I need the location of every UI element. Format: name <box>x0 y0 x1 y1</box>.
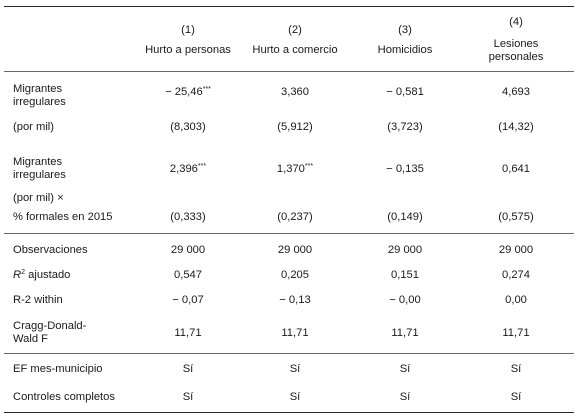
interaccion-coef-4: 0,641 <box>502 163 530 175</box>
interaccion-se-4: (0,575) <box>498 211 534 223</box>
migrantes-se-4: (14,32) <box>498 121 534 133</box>
cragg-3: 11,71 <box>391 327 419 339</box>
migrantes-label-line3: (por mil) <box>13 121 55 133</box>
r2-1: 0,547 <box>174 269 202 281</box>
header-rule <box>4 71 574 72</box>
col4-label-line1: Lesiones <box>493 38 539 50</box>
interaccion-coef-2: 1,370*** <box>276 163 314 175</box>
ef-4: Sí <box>510 363 522 375</box>
cragg-2: 11,71 <box>281 327 309 339</box>
migrantes-label-line1: Migrantes <box>13 83 63 95</box>
migrantes-se-2: (5,912) <box>277 121 313 133</box>
interaccion-se-1: (0,333) <box>170 211 206 223</box>
observaciones-2: 29 000 <box>277 244 313 256</box>
migrantes-se-3: (3,723) <box>387 121 423 133</box>
col1-number: (1) <box>181 24 195 36</box>
ef-3: Sí <box>399 363 411 375</box>
col3-label: Homicidios <box>377 44 433 56</box>
interaccion-se-2: (0,237) <box>277 211 313 223</box>
r2within-4: 0,00 <box>505 294 527 306</box>
col4-label-line2: personales <box>488 51 544 63</box>
controles-2: Sí <box>289 391 301 403</box>
migrantes-se-1: (8,303) <box>170 121 206 133</box>
observaciones-label: Observaciones <box>13 244 88 256</box>
stats-rule <box>4 233 574 234</box>
r2within-3: − 0,00 <box>389 294 421 306</box>
top-rule <box>4 6 574 7</box>
interaccion-label-line4: % formales en 2015 <box>13 211 113 223</box>
cragg-label-line1: Cragg-Donald- <box>13 320 87 332</box>
col1-label: Hurto a personas <box>145 44 231 56</box>
migrantes-label-line2: irregulares <box>13 96 66 108</box>
col3-number: (3) <box>398 24 412 36</box>
interaccion-label-line3: (por mil) × <box>13 192 64 204</box>
r2within-label: R-2 within <box>13 294 63 306</box>
r2-3: 0,151 <box>391 269 419 281</box>
migrantes-coef-1: − 25,46*** <box>165 86 211 98</box>
controles-3: Sí <box>399 391 411 403</box>
ef-2: Sí <box>289 363 301 375</box>
r2-4: 0,274 <box>502 269 530 281</box>
r2within-2: − 0,13 <box>279 294 311 306</box>
controles-label: Controles completos <box>13 391 115 403</box>
interaccion-coef-3: − 0,135 <box>386 163 424 175</box>
bottom-rule <box>4 412 574 413</box>
col4-number: (4) <box>509 16 523 28</box>
r2-label: R2 ajustado <box>13 269 71 281</box>
interaccion-se-3: (0,149) <box>387 211 423 223</box>
ef-1: Sí <box>182 363 194 375</box>
interaccion-label-line1: Migrantes <box>13 156 63 168</box>
fe-rule <box>4 353 574 354</box>
r2within-1: − 0,07 <box>172 294 204 306</box>
interaccion-coef-1: 2,396*** <box>169 163 207 175</box>
observaciones-1: 29 000 <box>170 244 206 256</box>
ef-label: EF mes-municipio <box>13 363 103 375</box>
observaciones-4: 29 000 <box>498 244 534 256</box>
r2-2: 0,205 <box>281 269 309 281</box>
col2-label: Hurto a comercio <box>252 44 338 56</box>
observaciones-3: 29 000 <box>387 244 423 256</box>
interaccion-label-line2: irregulares <box>13 169 66 181</box>
migrantes-coef-3: − 0,581 <box>386 86 424 98</box>
col2-number: (2) <box>288 24 302 36</box>
cragg-1: 11,71 <box>174 327 202 339</box>
migrantes-coef-2: 3,360 <box>281 86 309 98</box>
controles-1: Sí <box>182 391 194 403</box>
cragg-label-line2: Wald F <box>13 333 49 345</box>
controles-4: Sí <box>510 391 522 403</box>
migrantes-coef-4: 4,693 <box>502 86 530 98</box>
cragg-4: 11,71 <box>502 327 530 339</box>
